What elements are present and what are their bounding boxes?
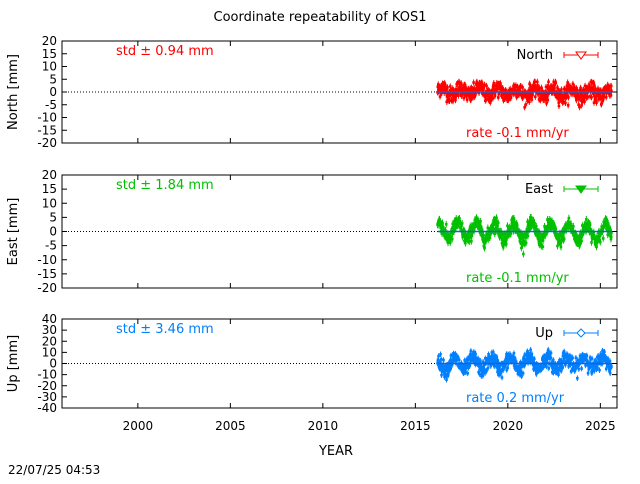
data-point xyxy=(576,375,579,381)
data-point xyxy=(445,221,448,228)
y-tick-label: 20 xyxy=(42,168,57,182)
y-tick-label: -40 xyxy=(37,401,57,415)
data-points xyxy=(436,214,613,257)
x-tick-label: 2005 xyxy=(215,419,246,433)
data-point xyxy=(472,79,475,85)
legend: East xyxy=(525,182,598,197)
std-annotation: std ± 0.94 mm xyxy=(116,44,214,59)
data-point xyxy=(602,235,605,242)
y-tick-label: 10 xyxy=(42,196,57,210)
rate-annotation: rate 0.2 mm/yr xyxy=(466,391,565,406)
y-tick-label: -15 xyxy=(37,267,57,281)
y-tick-label: -10 xyxy=(37,253,57,267)
y-tick-label: -5 xyxy=(45,239,57,253)
y-tick-label: 15 xyxy=(42,182,57,196)
footer-timestamp: 22/07/25 04:53 xyxy=(8,463,100,477)
data-point xyxy=(580,366,583,372)
chart-title: Coordinate repeatability of KOS1 xyxy=(214,10,427,25)
data-point xyxy=(501,375,504,381)
legend-marker xyxy=(577,329,585,337)
legend-label: North xyxy=(517,48,553,63)
x-axis-label: YEAR xyxy=(318,444,353,459)
std-annotation: std ± 3.46 mm xyxy=(116,322,214,337)
legend: North xyxy=(517,48,598,63)
x-tick-label: 2000 xyxy=(123,419,154,433)
y-tick-label: 0 xyxy=(49,225,57,239)
x-tick-label: 2020 xyxy=(493,419,524,433)
data-point xyxy=(522,251,525,258)
data-points xyxy=(436,347,613,383)
data-point xyxy=(442,357,445,363)
y-axis-label: North [mm] xyxy=(6,54,21,130)
y-axis-label: East [mm] xyxy=(6,198,21,266)
x-tick-label: 2015 xyxy=(400,419,431,433)
rate-annotation: rate -0.1 mm/yr xyxy=(466,271,569,286)
x-tick-label: 2010 xyxy=(308,419,339,433)
legend-label: East xyxy=(525,182,553,197)
data-points xyxy=(436,79,613,111)
data-point xyxy=(567,102,570,108)
legend: Up xyxy=(535,326,598,341)
y-tick-label: 5 xyxy=(49,210,57,224)
legend-label: Up xyxy=(535,326,553,341)
std-annotation: std ± 1.84 mm xyxy=(116,178,214,193)
x-tick-label: 2025 xyxy=(585,419,616,433)
y-axis-label: Up [mm] xyxy=(6,335,21,392)
y-tick-label: -20 xyxy=(37,136,57,150)
y-tick-label: -20 xyxy=(37,281,57,295)
rate-annotation: rate -0.1 mm/yr xyxy=(466,126,569,141)
